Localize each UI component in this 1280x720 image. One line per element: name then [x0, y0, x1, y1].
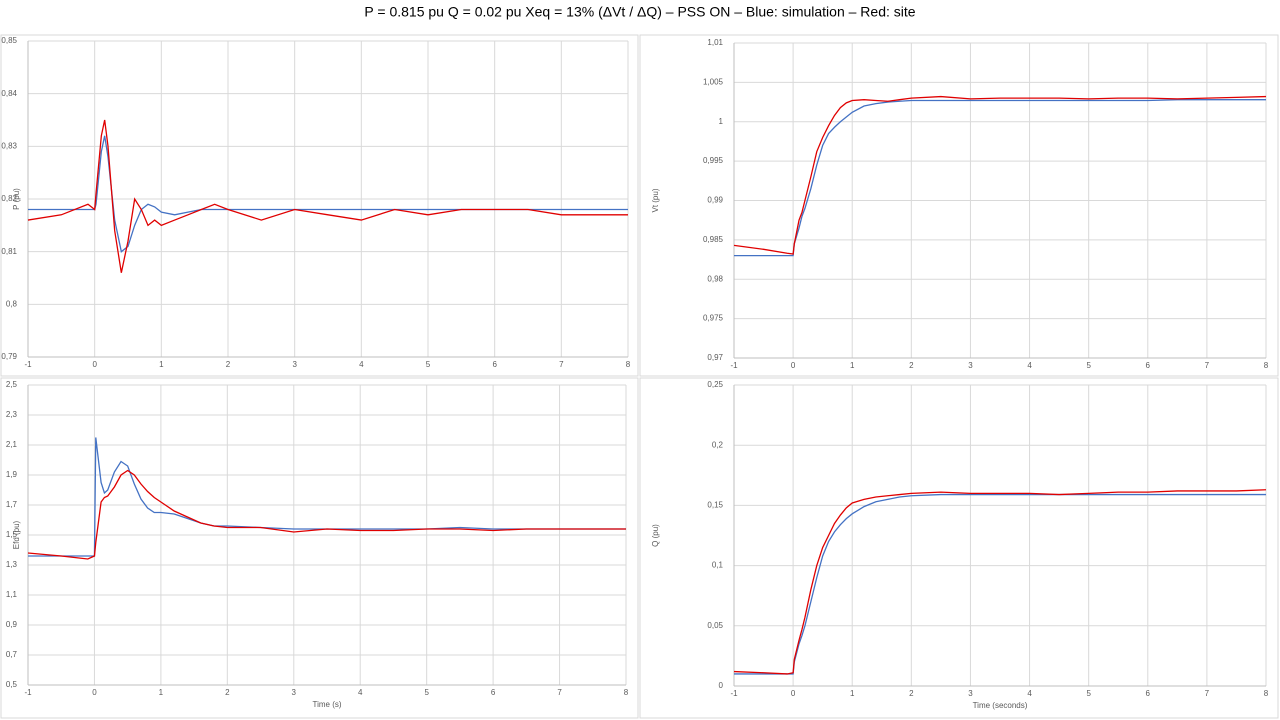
x-tick-label: 8 — [624, 688, 629, 697]
y-tick-label: 0,97 — [707, 353, 723, 362]
x-tick-label: 3 — [968, 689, 973, 698]
x-tick-label: 4 — [1027, 361, 1032, 370]
x-tick-label: 8 — [626, 360, 631, 369]
x-tick-label: -1 — [730, 689, 738, 698]
x-tick-label: 6 — [492, 360, 497, 369]
x-tick-label: 4 — [359, 360, 364, 369]
y-tick-label: 2,1 — [6, 440, 18, 449]
x-tick-label: 8 — [1264, 689, 1269, 698]
x-tick-label: -1 — [24, 688, 32, 697]
x-tick-label: 0 — [92, 688, 97, 697]
y-tick-label: 0,7 — [6, 650, 18, 659]
chart-panel: 0 0,05 0,1 0,15 0,2 0,25 -1 0 1 2 3 4 5 6 7 8 Q (pu) Time… — [639, 377, 1279, 719]
x-tick-label: -1 — [24, 360, 32, 369]
x-tick-label: 2 — [226, 360, 231, 369]
y-axis-label: Q (pu) — [651, 524, 660, 547]
panel-border — [639, 377, 1279, 719]
x-tick-label: 1 — [159, 360, 164, 369]
chart-panel: 0,79 0,8 0,81 0,82 0,83 0,84 0,85 -1 0 1 2 3 4 5 6 7 8 P … — [0, 34, 639, 377]
y-tick-label: 2,3 — [6, 410, 18, 419]
panel-border — [0, 377, 639, 719]
x-tick-label: 0 — [791, 689, 796, 698]
y-tick-label: 0,9 — [6, 620, 18, 629]
y-tick-label: 1 — [719, 117, 724, 126]
series-line — [734, 99, 1266, 257]
y-tick-label: 0 — [719, 681, 724, 690]
y-tick-label: 2,5 — [6, 380, 18, 389]
x-tick-label: 8 — [1264, 361, 1269, 370]
x-tick-label: 5 — [1086, 689, 1091, 698]
y-tick-label: 0,15 — [707, 501, 723, 510]
x-tick-label: 2 — [909, 689, 914, 698]
chart-panel: 0,97 0,975 0,98 0,985 0,99 0,995 1 1,005 1,01 -1 0… — [639, 34, 1279, 377]
x-tick-label: -1 — [730, 361, 738, 370]
x-tick-label: 0 — [92, 360, 97, 369]
x-tick-label: 7 — [1205, 361, 1210, 370]
y-tick-label: 0,985 — [703, 235, 724, 244]
x-tick-label: 1 — [159, 688, 164, 697]
series-line — [733, 95, 1267, 255]
x-tick-label: 4 — [358, 688, 363, 697]
y-tick-label: 0,5 — [6, 680, 18, 689]
y-tick-label: 0,84 — [1, 89, 17, 98]
y-tick-label: 1,9 — [6, 470, 18, 479]
series-line — [734, 493, 1266, 675]
series-line — [27, 119, 628, 273]
x-tick-label: 3 — [292, 360, 297, 369]
x-tick-label: 5 — [1086, 361, 1091, 370]
y-tick-label: 0,25 — [707, 380, 723, 389]
series-line — [28, 437, 626, 557]
y-tick-label: 0,81 — [1, 247, 17, 256]
x-tick-label: 4 — [1027, 689, 1032, 698]
x-tick-label: 1 — [850, 689, 855, 698]
y-tick-label: 1,5 — [6, 530, 18, 539]
page-title: P = 0.815 pu Q = 0.02 pu Xeq = 13% (ΔVt … — [364, 4, 915, 20]
y-tick-label: 0,83 — [1, 141, 17, 150]
y-tick-label: 1,01 — [707, 38, 723, 47]
x-tick-label: 7 — [559, 360, 564, 369]
y-tick-label: 0,85 — [1, 36, 17, 45]
x-tick-label: 6 — [491, 688, 496, 697]
x-tick-label: 3 — [968, 361, 973, 370]
y-axis-label: P (pu) — [12, 188, 21, 210]
panel-border — [0, 34, 639, 377]
y-tick-label: 0,1 — [712, 561, 724, 570]
y-tick-label: 0,8 — [6, 299, 18, 308]
x-tick-label: 7 — [557, 688, 562, 697]
series-line — [28, 135, 628, 253]
y-tick-label: 0,98 — [707, 274, 723, 283]
y-tick-label: 0,99 — [707, 196, 723, 205]
x-tick-label: 6 — [1146, 689, 1151, 698]
x-tick-label: 3 — [292, 688, 297, 697]
x-tick-label: 1 — [850, 361, 855, 370]
y-tick-label: 1,1 — [6, 590, 18, 599]
y-tick-label: 0,975 — [703, 314, 724, 323]
y-tick-label: 0,05 — [707, 621, 723, 630]
y-tick-label: 0,82 — [1, 194, 17, 203]
series-line — [733, 489, 1267, 675]
x-tick-label: 6 — [1146, 361, 1151, 370]
x-tick-label: 2 — [225, 688, 230, 697]
x-axis-label: Time (seconds) — [973, 701, 1028, 710]
y-tick-label: 1,005 — [703, 77, 724, 86]
y-axis-label: Efd (pu) — [12, 520, 21, 549]
y-axis-label: Vt (pu) — [651, 188, 660, 212]
x-tick-label: 2 — [909, 361, 914, 370]
series-line — [27, 469, 626, 560]
chart-panel: 0,5 0,7 0,9 1,1 1,3 1,5 1,7 1,9 2,1 2,3 2,5 -1 0 1 2 3 4… — [0, 377, 639, 719]
y-tick-label: 0,79 — [1, 352, 17, 361]
y-tick-label: 0,2 — [712, 440, 724, 449]
x-tick-label: 0 — [791, 361, 796, 370]
x-tick-label: 7 — [1205, 689, 1210, 698]
x-axis-label: Time (s) — [312, 700, 341, 709]
x-tick-label: 5 — [426, 360, 431, 369]
x-tick-label: 5 — [424, 688, 429, 697]
y-tick-label: 1,3 — [6, 560, 18, 569]
panel-border — [639, 34, 1279, 377]
y-tick-label: 1,7 — [6, 500, 18, 509]
y-tick-label: 0,995 — [703, 156, 724, 165]
